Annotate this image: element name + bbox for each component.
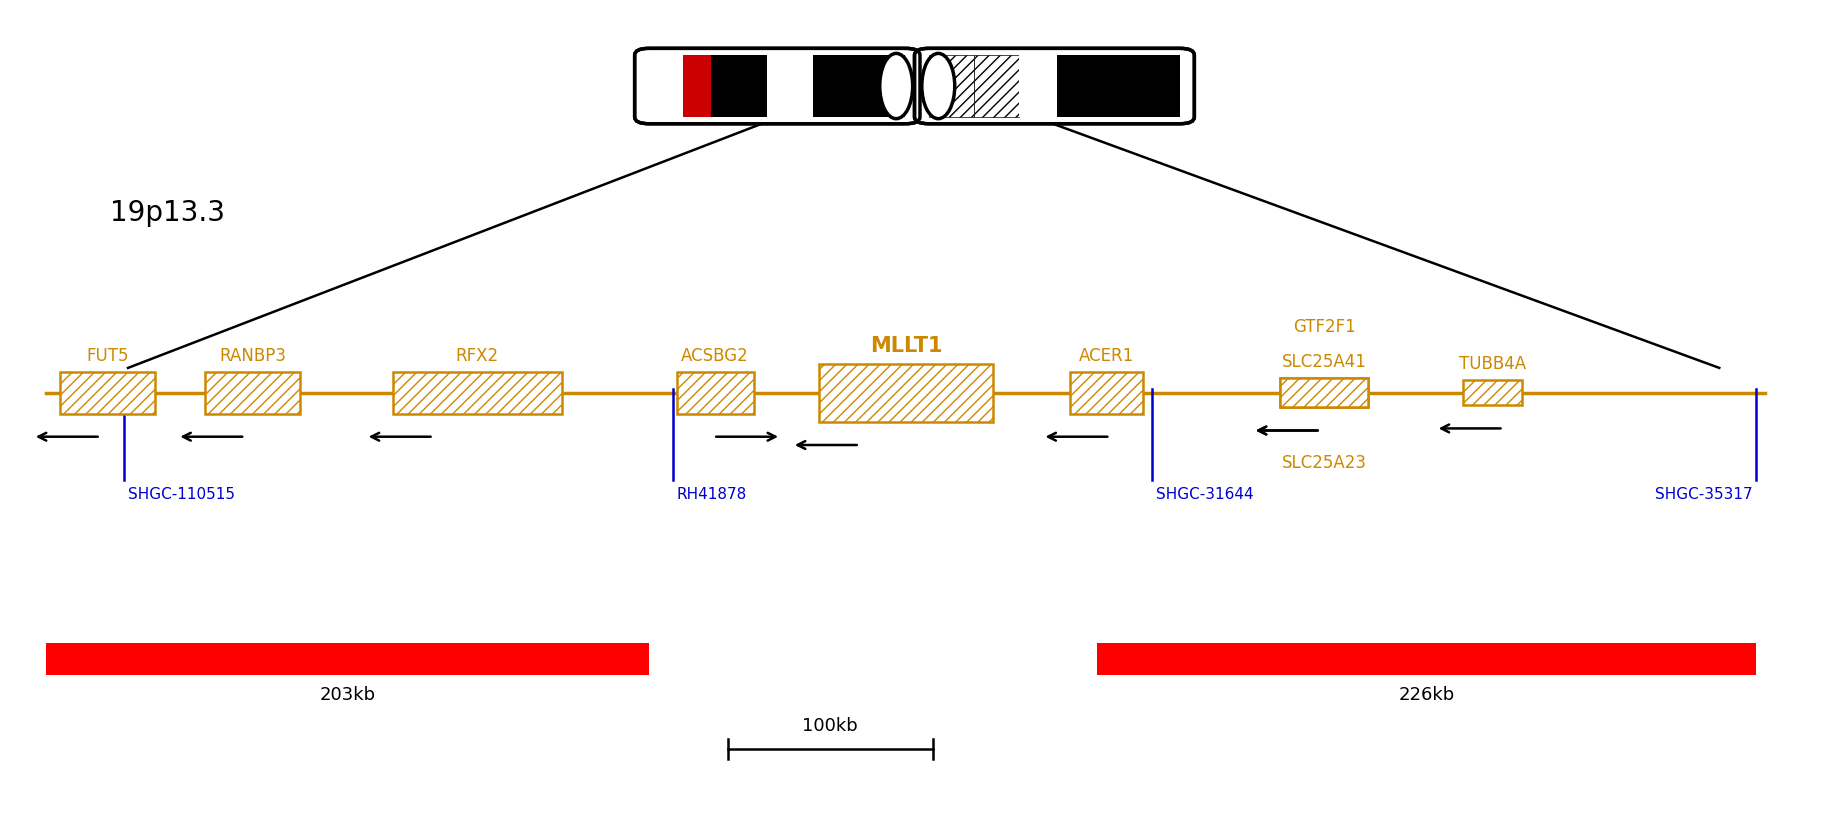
- Bar: [649, 56, 682, 118]
- Text: SHGC-31644: SHGC-31644: [1156, 487, 1253, 502]
- Text: 100kb: 100kb: [803, 716, 858, 734]
- Text: RANBP3: RANBP3: [219, 346, 285, 364]
- Bar: [46, 643, 649, 675]
- Text: SHGC-110515: SHGC-110515: [128, 487, 236, 502]
- Bar: [766, 56, 814, 118]
- Bar: [1280, 378, 1368, 407]
- Ellipse shape: [880, 55, 913, 119]
- Bar: [975, 56, 1019, 118]
- Bar: [60, 373, 155, 414]
- Bar: [1019, 56, 1057, 118]
- Text: RFX2: RFX2: [455, 346, 499, 364]
- Text: ACER1: ACER1: [1079, 346, 1134, 364]
- Text: TUBB4A: TUBB4A: [1460, 354, 1525, 373]
- Bar: [393, 373, 562, 414]
- Text: FUT5: FUT5: [86, 346, 130, 364]
- Bar: [1280, 378, 1368, 407]
- Bar: [1463, 381, 1522, 406]
- Bar: [929, 56, 975, 118]
- Text: SHGC-35317: SHGC-35317: [1655, 487, 1752, 502]
- Text: SLC25A23: SLC25A23: [1282, 453, 1366, 471]
- Bar: [1057, 56, 1112, 118]
- FancyBboxPatch shape: [914, 50, 1194, 125]
- Bar: [819, 364, 993, 422]
- Bar: [682, 56, 711, 118]
- Text: ACSBG2: ACSBG2: [680, 346, 750, 364]
- Text: 203kb: 203kb: [320, 685, 375, 703]
- Text: SLC25A41: SLC25A41: [1282, 353, 1366, 370]
- Text: 19p13.3: 19p13.3: [110, 199, 225, 227]
- FancyBboxPatch shape: [635, 50, 920, 125]
- Text: RH41878: RH41878: [677, 487, 746, 502]
- Bar: [1112, 56, 1180, 118]
- Ellipse shape: [922, 55, 955, 119]
- Bar: [711, 56, 766, 118]
- Bar: [677, 373, 754, 414]
- Bar: [814, 56, 905, 118]
- Bar: [205, 373, 300, 414]
- Bar: [1070, 373, 1143, 414]
- Text: GTF2F1: GTF2F1: [1293, 318, 1355, 335]
- Text: 226kb: 226kb: [1399, 685, 1454, 703]
- Bar: [1097, 643, 1756, 675]
- Text: MLLT1: MLLT1: [871, 336, 942, 356]
